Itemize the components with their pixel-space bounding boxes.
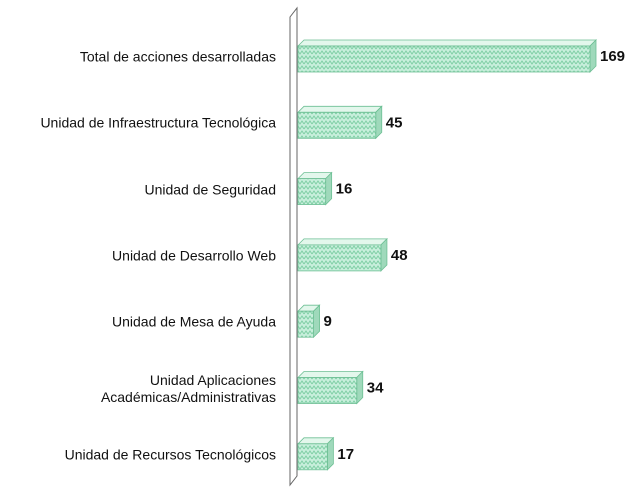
bar-face [589, 39, 597, 73]
bar [297, 237, 388, 272]
category-label: Unidad de Infraestructura Tecnológica [40, 114, 276, 131]
bar-face [297, 39, 597, 47]
bar-face [297, 377, 358, 404]
bar-face [297, 111, 377, 139]
bar-face [313, 304, 320, 339]
category-label: Unidad de Seguridad [144, 181, 276, 198]
value-label: 169 [600, 48, 625, 65]
bar [297, 171, 333, 206]
value-label: 9 [324, 313, 332, 330]
value-label: 17 [337, 446, 354, 463]
bar-face [356, 370, 364, 405]
bar-face [297, 310, 314, 338]
category-label: Unidad Aplicaciones Académicas/Administr… [100, 371, 276, 405]
bar-face [297, 371, 364, 378]
bar-face [326, 436, 334, 471]
bar [297, 39, 597, 73]
bar [297, 370, 364, 405]
bar-face [375, 105, 383, 140]
category-label: Unidad de Mesa de Ayuda [112, 313, 276, 330]
bar-face [297, 105, 383, 113]
bar-face [297, 45, 591, 73]
axis-wall [289, 6, 298, 487]
category-label: Unidad de Recursos Tecnológicos [64, 446, 276, 463]
category-label: Unidad de Desarrollo Web [112, 247, 276, 264]
bar-face [297, 178, 327, 206]
bar-face [380, 237, 388, 272]
category-label: Total de acciones desarrolladas [79, 48, 276, 65]
bar-face [297, 443, 328, 471]
value-label: 48 [391, 247, 408, 264]
value-label: 34 [367, 379, 384, 396]
bar-face [297, 238, 388, 246]
value-label: 45 [386, 114, 403, 131]
bar [297, 304, 321, 339]
bar [297, 436, 335, 471]
bar-face [297, 244, 382, 272]
bar [297, 105, 383, 140]
bar-face [325, 171, 333, 206]
value-label: 16 [336, 181, 353, 198]
